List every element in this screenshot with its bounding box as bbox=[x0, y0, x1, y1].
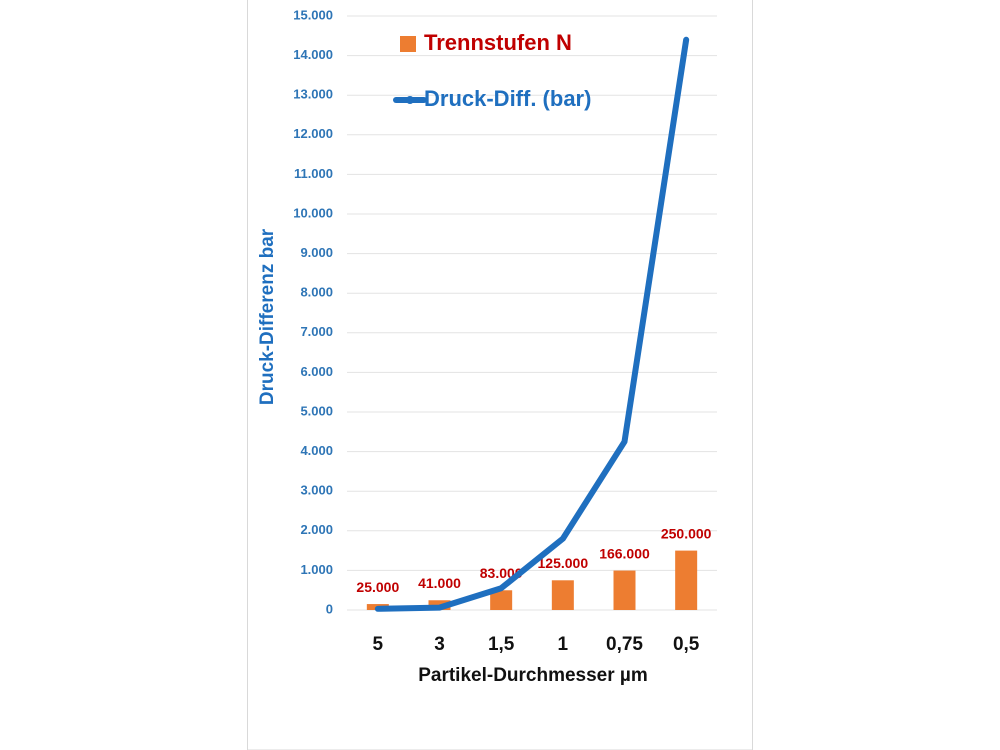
x-axis-title: Partikel-Durchmesser µm bbox=[418, 665, 648, 686]
legend-label: Druck-Diff. (bar) bbox=[424, 86, 591, 111]
y-tick-label: 4.000 bbox=[300, 443, 333, 458]
y-tick-label: 5.000 bbox=[300, 403, 333, 418]
y-tick-label: 7.000 bbox=[300, 324, 333, 339]
chart-panel bbox=[247, 0, 753, 750]
data-label: 41.000 bbox=[418, 575, 461, 591]
y-tick-label: 11.000 bbox=[294, 166, 333, 181]
y-tick-label: 13.000 bbox=[293, 87, 333, 102]
x-tick-label: 5 bbox=[373, 634, 384, 655]
y-tick-label: 2.000 bbox=[300, 522, 333, 537]
line bbox=[374, 36, 690, 612]
x-tick-label: 1,5 bbox=[488, 634, 515, 655]
x-tick-label: 0,5 bbox=[673, 634, 700, 655]
y-tick-label: 9.000 bbox=[300, 245, 333, 260]
y-tick-label: 15.000 bbox=[293, 7, 333, 22]
bar bbox=[551, 580, 574, 610]
y-tick-label: 0 bbox=[326, 601, 333, 616]
y-tick-label: 8.000 bbox=[300, 285, 333, 300]
data-label: 166.000 bbox=[599, 545, 650, 561]
bar bbox=[490, 590, 513, 610]
y-tick-label: 12.000 bbox=[293, 126, 333, 141]
legend-label: Trennstufen N bbox=[424, 30, 572, 55]
y-tick-label: 10.000 bbox=[293, 205, 333, 220]
bar bbox=[675, 550, 698, 610]
data-label: 25.000 bbox=[356, 579, 399, 595]
y-tick-label: 3.000 bbox=[300, 483, 333, 498]
legend-marker bbox=[406, 96, 414, 104]
bar bbox=[613, 570, 636, 610]
legend-swatch bbox=[400, 36, 416, 52]
data-label: 125.000 bbox=[538, 555, 589, 571]
y-tick-label: 1.000 bbox=[300, 562, 333, 577]
y-tick-label: 6.000 bbox=[300, 364, 333, 379]
y-axis-title: Druck-Differenz bar bbox=[257, 228, 278, 405]
x-tick-label: 1 bbox=[558, 634, 569, 655]
x-tick-label: 3 bbox=[434, 634, 445, 655]
y-tick-label: 14.000 bbox=[293, 47, 333, 62]
x-tick-label: 0,75 bbox=[606, 634, 643, 655]
data-label: 250.000 bbox=[661, 525, 712, 541]
